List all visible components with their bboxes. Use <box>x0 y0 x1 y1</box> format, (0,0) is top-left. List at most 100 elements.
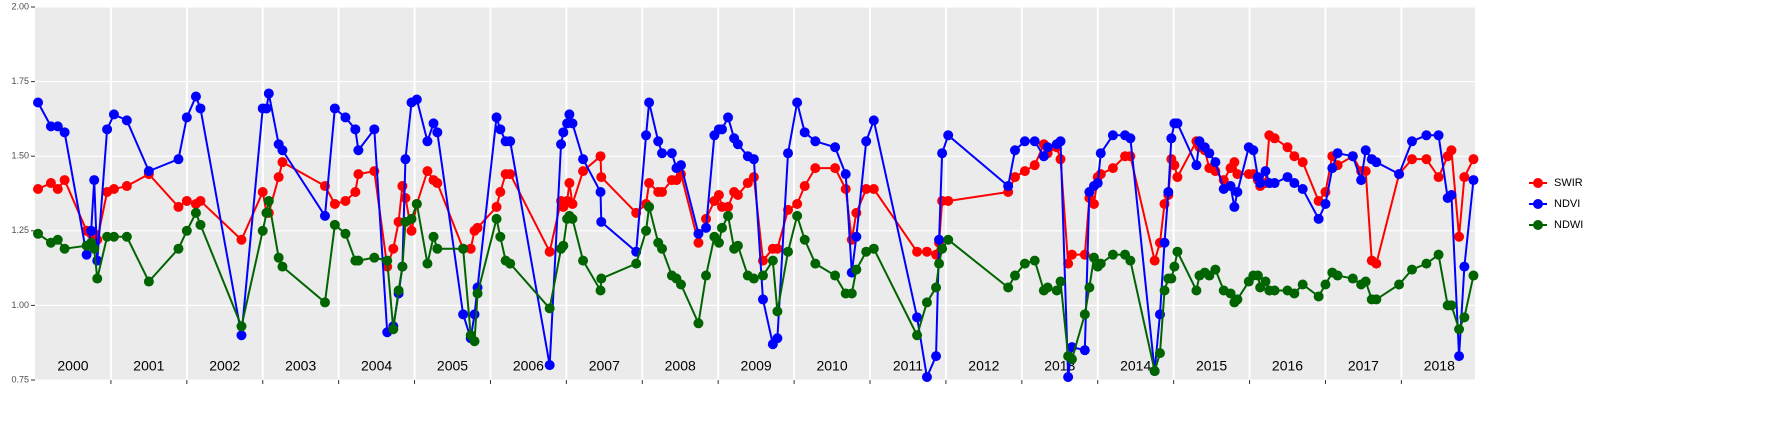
point <box>1088 198 1099 209</box>
legend-label: SWIR <box>1554 177 1583 189</box>
point <box>1320 198 1331 209</box>
point <box>340 112 351 123</box>
point <box>181 225 192 236</box>
point <box>675 160 686 171</box>
point <box>388 243 399 254</box>
point <box>428 231 439 242</box>
point <box>1210 157 1221 168</box>
point <box>432 127 443 138</box>
point <box>716 222 727 233</box>
point <box>1289 178 1300 189</box>
point <box>937 148 948 159</box>
point <box>732 189 743 200</box>
point <box>350 187 361 198</box>
point <box>1172 118 1183 129</box>
point <box>921 297 932 308</box>
point <box>1459 312 1470 323</box>
point <box>1042 142 1053 153</box>
point <box>830 270 841 281</box>
point <box>1107 249 1118 260</box>
year-label: 2014 <box>1120 358 1151 374</box>
point <box>257 187 268 198</box>
year-label: 2010 <box>816 358 847 374</box>
point <box>277 145 288 156</box>
point <box>921 372 932 383</box>
point <box>393 216 404 227</box>
point <box>861 184 872 195</box>
point <box>1459 172 1470 183</box>
point <box>1166 133 1177 144</box>
year-label: 2007 <box>589 358 620 374</box>
point <box>544 246 555 257</box>
point <box>1029 255 1040 266</box>
year-label: 2000 <box>57 358 88 374</box>
point <box>792 97 803 108</box>
point <box>830 163 841 174</box>
point <box>102 124 113 135</box>
point <box>1169 160 1180 171</box>
point <box>1019 166 1030 177</box>
legend-label: NDWI <box>1554 219 1583 231</box>
point <box>273 252 284 263</box>
point <box>544 303 555 314</box>
point <box>505 136 516 147</box>
point <box>505 258 516 269</box>
point <box>564 109 575 120</box>
point <box>353 169 364 180</box>
point <box>1169 261 1180 272</box>
point <box>195 219 206 230</box>
point <box>578 154 589 165</box>
point <box>33 184 44 195</box>
y-tick-label: 1.50 <box>11 151 29 161</box>
point <box>469 309 480 320</box>
point <box>1433 130 1444 141</box>
point <box>596 216 607 227</box>
point <box>121 115 132 126</box>
point <box>1406 264 1417 275</box>
point <box>1088 252 1099 263</box>
point <box>1191 285 1202 296</box>
point <box>1394 279 1405 290</box>
point <box>195 103 206 114</box>
point <box>851 231 862 242</box>
year-label: 2006 <box>513 358 544 374</box>
point <box>432 243 443 254</box>
point <box>277 157 288 168</box>
point <box>657 243 668 254</box>
point <box>1019 258 1030 269</box>
point <box>1394 169 1405 180</box>
point <box>458 309 469 320</box>
point <box>1360 145 1371 156</box>
point <box>1166 273 1177 284</box>
point <box>1232 187 1243 198</box>
year-label: 2017 <box>1348 358 1379 374</box>
point <box>1191 160 1202 171</box>
point <box>644 178 655 189</box>
point <box>1468 175 1479 186</box>
point <box>713 237 724 248</box>
point <box>495 231 506 242</box>
series-line <box>37 93 1475 381</box>
point <box>81 249 92 260</box>
point <box>1042 282 1053 293</box>
series <box>33 195 1479 377</box>
point <box>1066 354 1077 365</box>
point <box>263 88 274 99</box>
point <box>1347 151 1358 162</box>
point <box>767 255 778 266</box>
point <box>340 228 351 239</box>
point <box>277 261 288 272</box>
point <box>108 109 119 120</box>
point <box>1107 130 1118 141</box>
point <box>1406 154 1417 165</box>
point <box>1003 181 1014 192</box>
point <box>263 195 274 206</box>
point <box>1095 169 1106 180</box>
point <box>1079 345 1090 356</box>
point <box>1468 270 1479 281</box>
point <box>400 154 411 165</box>
point <box>1446 189 1457 200</box>
point <box>319 210 330 221</box>
point <box>397 261 408 272</box>
